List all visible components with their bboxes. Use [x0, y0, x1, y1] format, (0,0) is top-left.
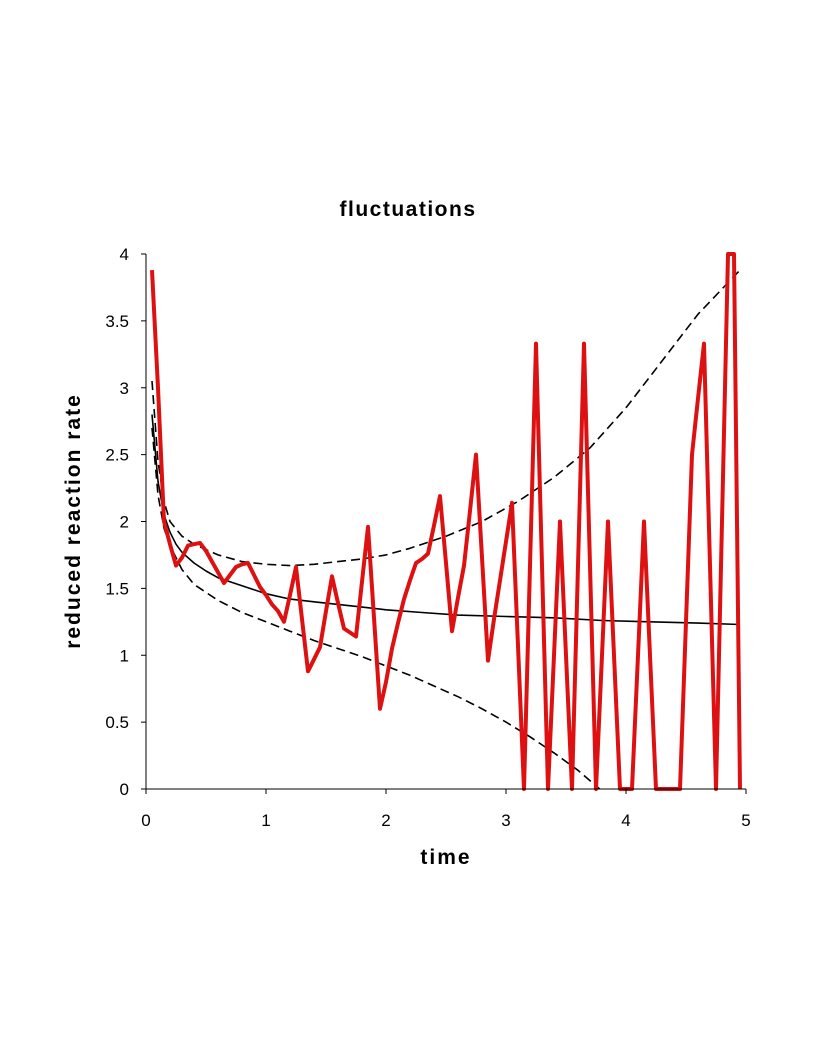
series-layer	[150, 252, 742, 791]
series-line-fluctuating-rate	[150, 252, 742, 791]
y-tick-label: 2	[120, 513, 129, 532]
series-line-dashed-bound	[151, 427, 601, 790]
ticks-layer: 0 1 2 3 4 5 0 0.5 1 1.5 2 2.5 3 3.5 4	[105, 245, 750, 830]
y-tick-label: 3	[120, 379, 129, 398]
series-line-dashed-bound	[151, 269, 741, 567]
x-tick-label: 4	[621, 811, 630, 830]
chart-title: fluctuations	[340, 198, 477, 221]
y-tick-label: 1.5	[105, 579, 129, 598]
y-tick-label: 3.5	[105, 312, 129, 331]
y-tick-label: 2.5	[105, 446, 129, 465]
y-tick-label: 0	[120, 780, 129, 799]
plot-area: 0 1 2 3 4 5 0 0.5 1 1.5 2 2.5 3 3.5 4	[105, 245, 750, 830]
y-tick-label: 1	[120, 646, 129, 665]
y-tick-label: 0.5	[105, 713, 129, 732]
x-tick-label: 2	[381, 811, 390, 830]
x-axis-label: time	[420, 846, 471, 869]
y-tick-label: 4	[120, 245, 129, 264]
y-axis-label: reduced reaction rate	[62, 393, 85, 649]
x-tick-label: 1	[261, 811, 270, 830]
x-tick-label: 0	[141, 811, 150, 830]
x-tick-label: 3	[501, 811, 510, 830]
series-line-mean	[151, 414, 741, 626]
x-tick-label: 5	[741, 811, 750, 830]
